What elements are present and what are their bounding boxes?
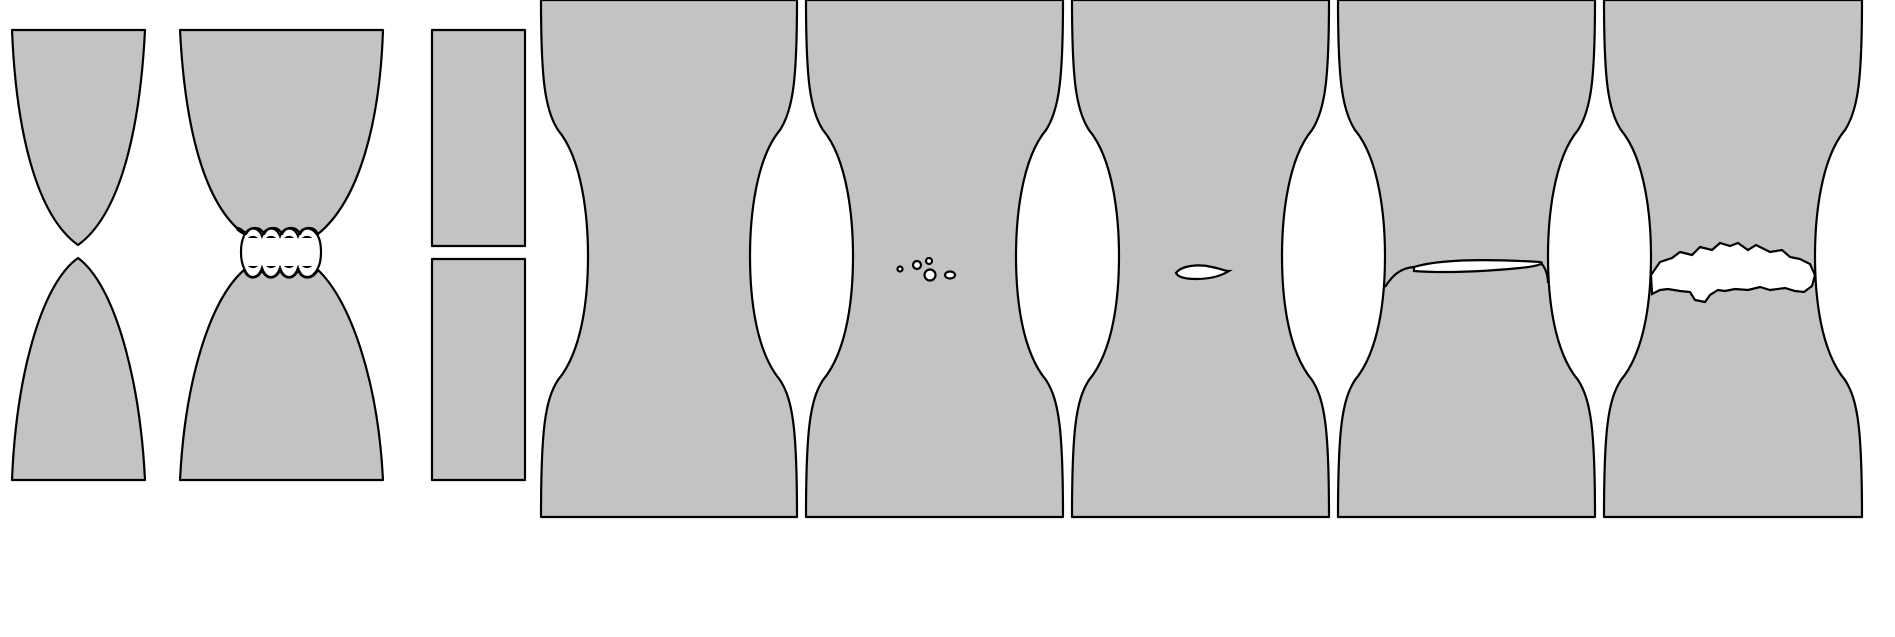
- bar-void-nucleation: [804, 0, 1065, 519]
- upper-block: [430, 28, 527, 248]
- neck-gap: [238, 238, 320, 266]
- crack-tail-left: [1384, 265, 1415, 288]
- small-voids: [896, 256, 957, 282]
- panel-cup-and-cone-voids: [178, 28, 385, 482]
- crack-tail-right: [1539, 261, 1550, 284]
- void: [924, 256, 934, 266]
- jagged-fracture: [1649, 241, 1817, 304]
- void-edge-right: [316, 235, 323, 269]
- void-arcs-top: [242, 227, 319, 239]
- void: [911, 259, 923, 271]
- void: [943, 270, 957, 280]
- bar-void-growth: [1070, 0, 1331, 519]
- void-edge-left: [239, 235, 246, 269]
- void-arcs-bottom: [242, 264, 319, 279]
- panel-brittle-flat-fracture: [430, 28, 527, 482]
- lower-block: [430, 257, 527, 482]
- void-chain-outline: [239, 227, 323, 279]
- bar-crack-formation: [1336, 0, 1597, 519]
- crack: [1412, 259, 1543, 274]
- lower-cone: [10, 256, 147, 482]
- bar-necking: [539, 0, 799, 519]
- central-crack: [1384, 259, 1550, 288]
- void: [923, 268, 937, 282]
- necked-bars: [539, 0, 1864, 519]
- panel-pointed-rupture: [10, 28, 147, 482]
- upper-cone: [10, 28, 147, 247]
- elongated-void: [1174, 264, 1233, 281]
- void: [896, 265, 904, 273]
